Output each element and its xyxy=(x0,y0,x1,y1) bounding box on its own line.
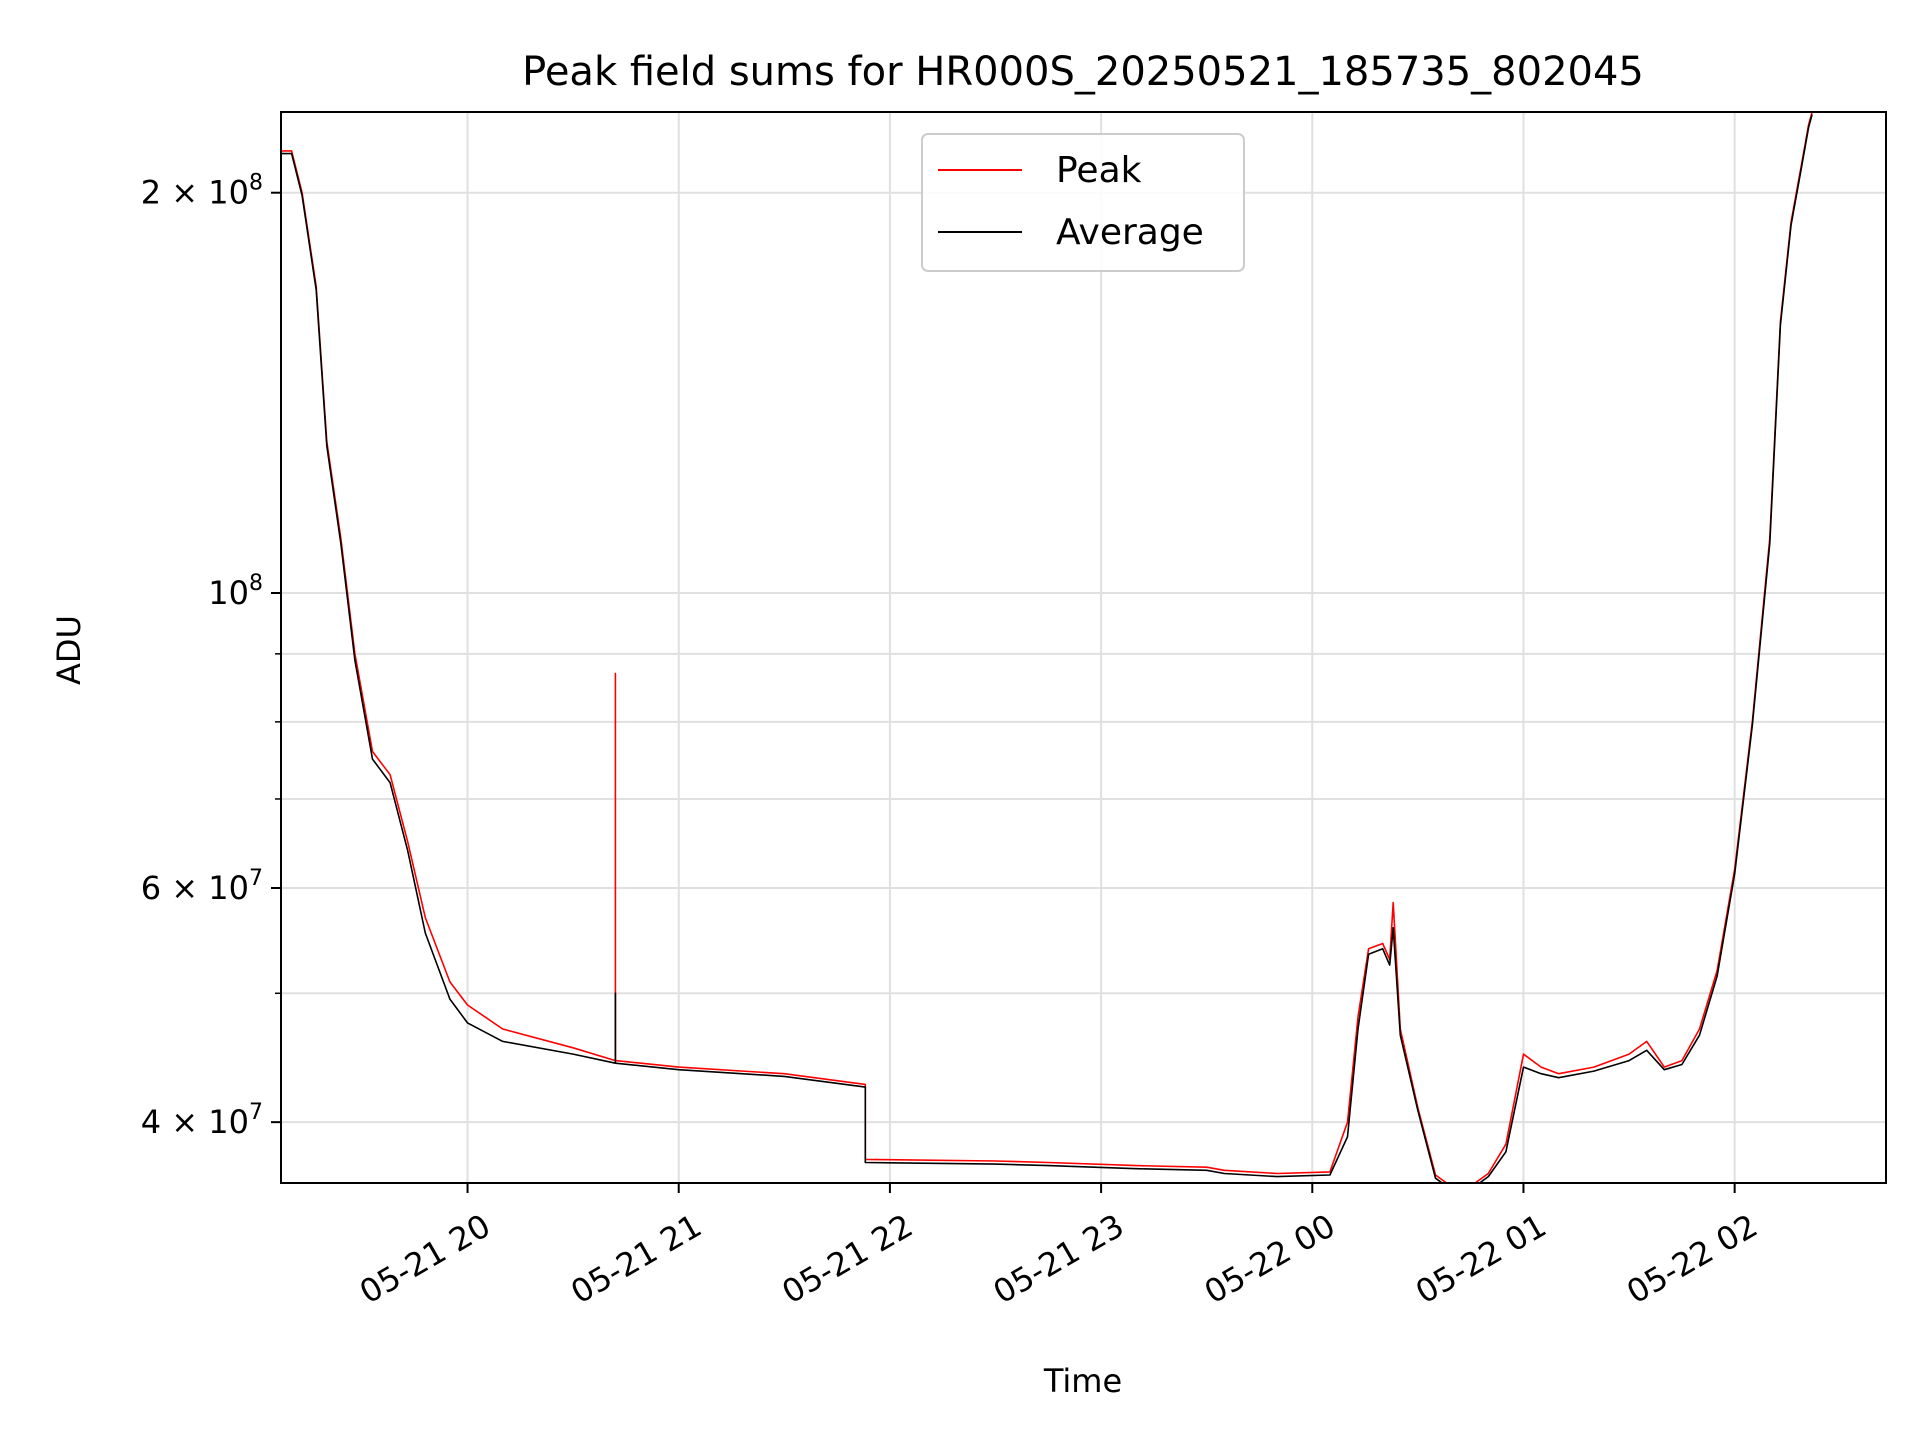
plot-frame xyxy=(280,111,1887,1184)
y-tick-label: 6 × 107 xyxy=(141,866,263,907)
y-tick-label: 4 × 107 xyxy=(141,1100,263,1141)
chart-title: Peak field sums for HR000S_20250521_1857… xyxy=(522,49,1644,95)
legend-label-peak: Peak xyxy=(1056,150,1142,191)
legend-label-average: Average xyxy=(1056,212,1204,253)
x-axis-label: Time xyxy=(1043,1362,1122,1400)
legend: Peak Average xyxy=(921,133,1245,272)
series-line-peak xyxy=(281,112,1813,1183)
legend-box xyxy=(921,133,1245,272)
series-line-average xyxy=(281,114,1813,1183)
y-axis-label: ADU xyxy=(50,615,88,685)
y-tick-label: 2 × 108 xyxy=(141,171,263,212)
y-tick-label: 108 xyxy=(208,571,263,612)
series-layer xyxy=(281,112,1813,1183)
